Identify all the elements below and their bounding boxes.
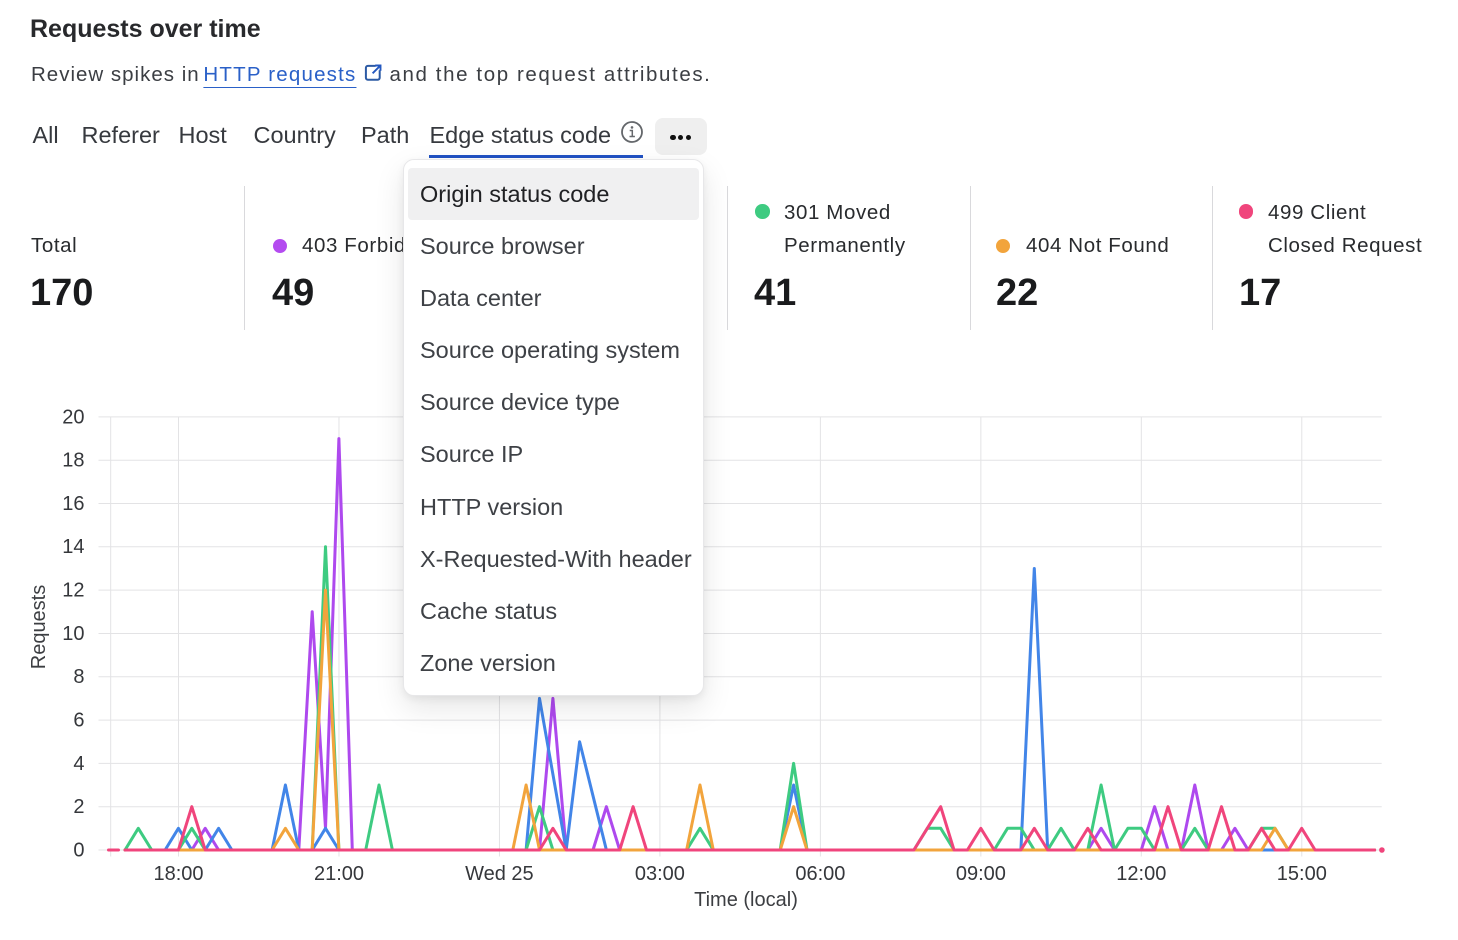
svg-text:Time (local): Time (local) [694, 889, 798, 911]
svg-text:21:00: 21:00 [314, 863, 364, 885]
svg-text:2: 2 [73, 796, 84, 818]
svg-text:16: 16 [62, 493, 84, 515]
svg-text:Requests: Requests [28, 585, 50, 670]
svg-text:10: 10 [62, 623, 84, 645]
svg-text:20: 20 [62, 406, 84, 428]
svg-text:18: 18 [62, 450, 84, 472]
svg-text:0: 0 [73, 839, 84, 861]
svg-text:09:00: 09:00 [956, 863, 1006, 885]
svg-text:12: 12 [62, 580, 84, 602]
svg-text:18:00: 18:00 [153, 863, 203, 885]
svg-text:06:00: 06:00 [795, 863, 845, 885]
svg-text:8: 8 [73, 666, 84, 688]
svg-text:15:00: 15:00 [1277, 863, 1327, 885]
svg-text:4: 4 [73, 753, 84, 775]
svg-text:6: 6 [73, 710, 84, 732]
svg-text:14: 14 [62, 536, 84, 558]
svg-text:03:00: 03:00 [635, 863, 685, 885]
svg-text:Wed 25: Wed 25 [465, 863, 534, 885]
svg-text:12:00: 12:00 [1116, 863, 1166, 885]
